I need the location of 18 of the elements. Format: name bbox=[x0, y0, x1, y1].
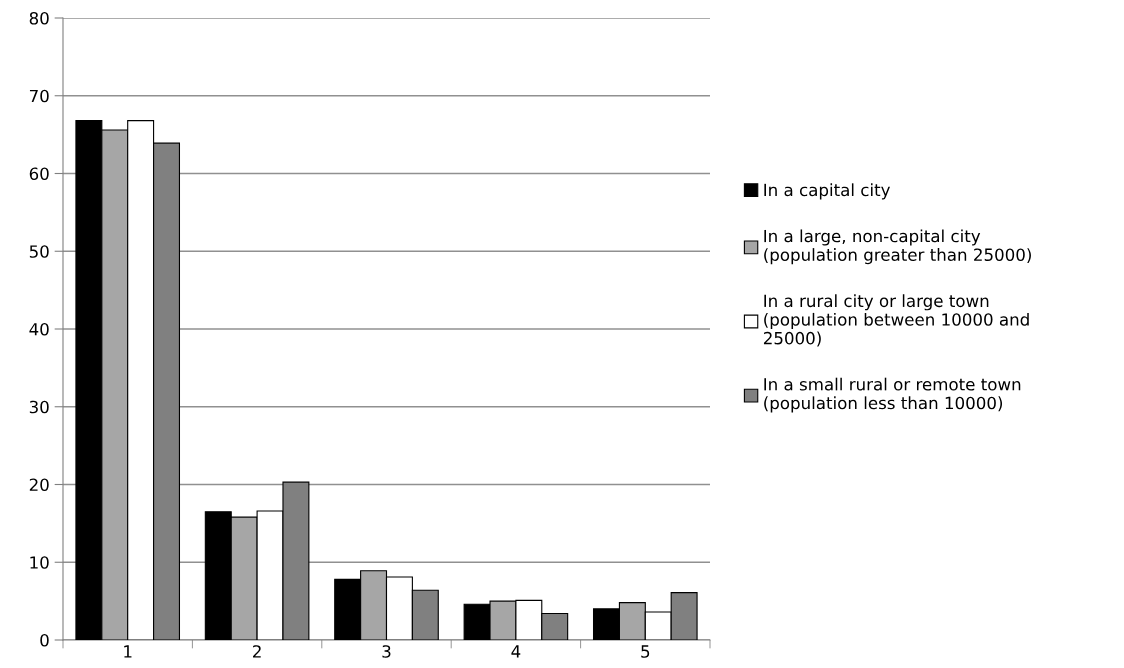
legend-label: In a rural city or large town (population between 10000 and 25000) bbox=[763, 294, 1029, 347]
x-tick-label: 4 bbox=[511, 645, 521, 658]
x-tick-label: 2 bbox=[253, 645, 261, 658]
legend-label: In a small rural or remote town (population less than 10000) bbox=[764, 377, 1021, 413]
y-tick-label: 80 bbox=[29, 11, 49, 25]
y-tick-label: 40 bbox=[29, 322, 49, 336]
x-tick-label: 5 bbox=[641, 645, 650, 658]
x-tick-label: 1 bbox=[124, 645, 132, 658]
y-tick-label: 20 bbox=[29, 478, 49, 492]
y-tick-label: 50 bbox=[29, 245, 49, 258]
y-tick-label: 70 bbox=[29, 89, 49, 103]
legend-label: In a large, non-capital city (population greater than 25000) bbox=[764, 229, 1031, 265]
x-tick-label: 3 bbox=[382, 645, 391, 658]
y-tick-label: 30 bbox=[29, 400, 49, 414]
legend-label: In a capital city bbox=[764, 183, 890, 200]
y-tick-label: 10 bbox=[30, 556, 49, 569]
y-tick-label: 60 bbox=[29, 167, 49, 181]
y-tick-label: 0 bbox=[40, 633, 49, 647]
